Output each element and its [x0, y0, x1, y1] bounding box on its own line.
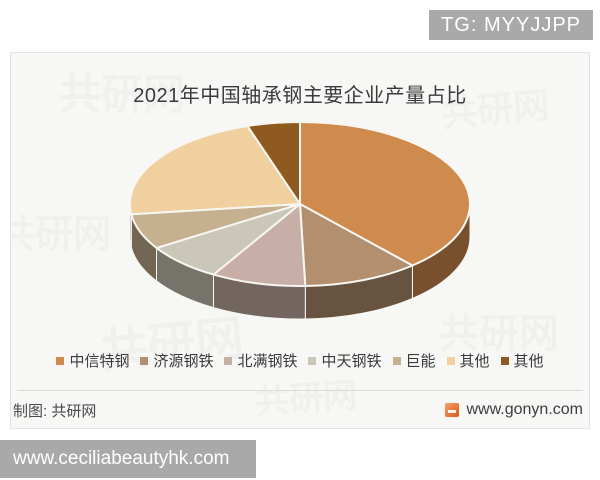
legend: 中信特钢 济源钢铁 北满钢铁 中天钢铁 巨能 其他 其他	[11, 350, 589, 371]
chart-title: 2021年中国轴承钢主要企业产量占比	[133, 85, 467, 107]
pie-slice-2	[212, 203, 307, 288]
legend-swatch	[446, 356, 455, 365]
pie-chart	[128, 120, 471, 320]
pie-slice-0	[299, 121, 471, 267]
legend-label: 其他	[513, 353, 544, 370]
legend-label: 北满钢铁	[237, 353, 298, 370]
footer-divider	[17, 390, 583, 391]
legend-item-5: 其他	[446, 350, 490, 371]
legend-swatch	[224, 356, 233, 365]
chart-panel: 共研网 共研网 共研网 共研网 共研网 共研网 2021年中国轴承钢主要企业产量…	[10, 52, 590, 429]
legend-label: 中信特钢	[69, 353, 130, 370]
legend-swatch	[140, 356, 149, 365]
pie-slice-5	[128, 125, 301, 216]
legend-label: 中天钢铁	[321, 353, 382, 370]
legend-item-6: 其他	[500, 350, 544, 371]
legend-item-3: 中天钢铁	[308, 350, 382, 371]
legend-item-0: 中信特钢	[56, 350, 129, 371]
legend-item-1: 济源钢铁	[140, 350, 213, 371]
legend-label: 巨能	[405, 353, 436, 370]
legend-swatch	[392, 356, 401, 365]
chart-source-credit: 制图: 共研网	[13, 402, 97, 420]
bottom-watermark-badge: www.ceciliabeautyhk.com	[0, 440, 256, 478]
footer-website: www.gonyn.com	[444, 401, 584, 419]
legend-swatch	[500, 356, 509, 365]
footer: 制图: 共研网 www.gonyn.com	[11, 398, 589, 422]
legend-label: 济源钢铁	[153, 353, 214, 370]
website-url: www.gonyn.com	[466, 401, 584, 418]
legend-label: 其他	[459, 353, 490, 370]
gonyn-logo-icon	[444, 403, 459, 417]
legend-swatch	[56, 356, 65, 365]
pie-slice-6	[246, 120, 301, 205]
legend-item-2: 北满钢铁	[224, 350, 297, 371]
legend-swatch	[308, 356, 317, 365]
top-watermark-badge: TG: MYYJJPP	[429, 10, 593, 40]
legend-item-4: 巨能	[392, 350, 436, 371]
pie-slice-1	[299, 203, 414, 287]
